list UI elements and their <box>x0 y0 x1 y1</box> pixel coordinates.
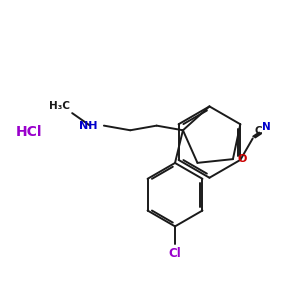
Text: O: O <box>238 154 247 164</box>
Text: Cl: Cl <box>169 247 182 260</box>
Text: HCl: HCl <box>16 125 42 139</box>
Text: C: C <box>255 127 262 136</box>
Text: NH: NH <box>80 121 98 130</box>
Text: H₃C: H₃C <box>49 101 70 111</box>
Text: N: N <box>262 122 270 131</box>
